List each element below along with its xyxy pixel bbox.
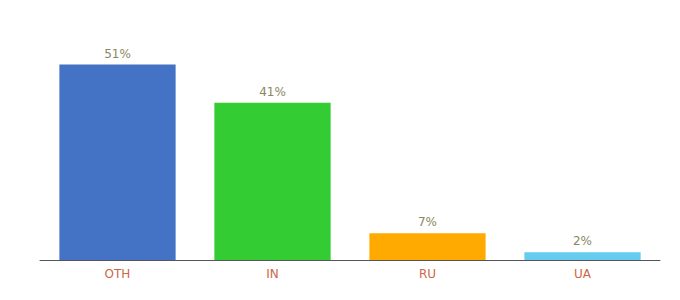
svg-text:2%: 2%: [573, 234, 592, 248]
svg-text:7%: 7%: [418, 215, 437, 229]
svg-text:RU: RU: [419, 267, 436, 281]
svg-text:41%: 41%: [259, 85, 286, 99]
svg-text:51%: 51%: [104, 47, 131, 61]
svg-text:UA: UA: [574, 267, 592, 281]
svg-text:OTH: OTH: [105, 267, 131, 281]
svg-text:IN: IN: [266, 267, 279, 281]
